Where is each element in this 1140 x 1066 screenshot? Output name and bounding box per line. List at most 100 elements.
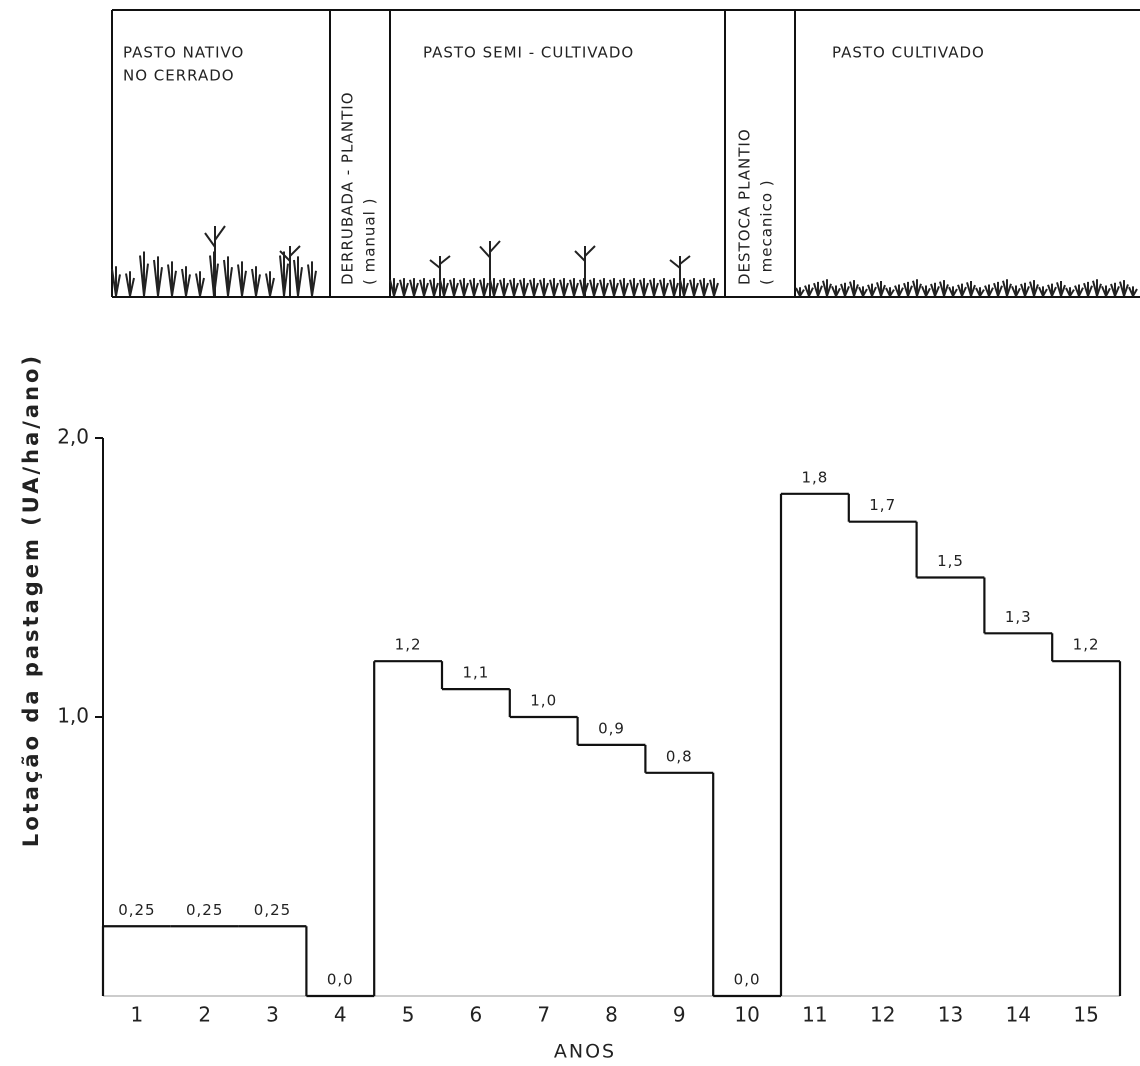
grass [479,278,489,297]
grass [399,278,409,297]
shrub [429,255,451,296]
grass [1038,286,1048,297]
shrub [669,255,691,296]
value-label: 0,8 [666,747,693,765]
grass [930,282,940,297]
grass [885,287,895,297]
grass [699,278,709,297]
value-label: 1,8 [801,468,828,486]
phase-panel [111,9,1140,298]
x-tick-label: 12 [870,1003,895,1027]
x-tick-label: 2 [198,1003,211,1027]
value-label: 0,25 [186,901,223,919]
grass [669,278,679,297]
x-tick-label: 11 [802,1003,827,1027]
grass [1101,285,1111,297]
value-label: 0,0 [734,971,761,989]
grass [499,278,509,297]
grass [125,271,135,297]
grass [966,281,976,297]
grass [867,283,877,297]
grass [619,278,629,297]
y-tick-label: 1,0 [57,704,89,728]
grass [111,266,121,297]
grass [639,278,649,297]
vegetation [111,225,1138,297]
grass [984,284,994,297]
value-label: 1,2 [395,636,422,654]
grass [939,280,949,297]
grass [509,278,519,297]
grass [1128,286,1138,297]
x-axis-title: ANOS [554,1041,616,1063]
grass [1029,280,1039,297]
grass [307,261,317,297]
value-label: 1,3 [1005,608,1032,626]
grass [948,286,958,297]
value-label: 0,0 [327,971,354,989]
grass [251,266,261,297]
grass [293,256,303,297]
grass [957,283,967,297]
x-tick-label: 7 [537,1003,550,1027]
grass [589,278,599,297]
grass [629,278,639,297]
grass [1002,279,1012,297]
grass [804,284,814,297]
grass [1056,281,1066,297]
grass [529,278,539,297]
grass [840,282,850,297]
phase-label: PASTO SEMI - CULTIVADO [423,44,634,62]
grass [822,279,832,297]
grass [459,278,469,297]
grass [539,278,549,297]
grass [429,278,439,297]
grass [599,278,609,297]
grass [903,281,913,297]
phase-label: ( mecanico ) [758,179,776,285]
y-tick-label: 2,0 [57,425,89,449]
x-tick-label: 6 [470,1003,483,1027]
grass [876,281,886,297]
grass [609,278,619,297]
grass [389,278,399,297]
value-label: 0,9 [598,719,625,737]
grass [1065,287,1075,297]
grass [449,278,459,297]
grass [237,261,247,297]
grass [265,271,275,297]
y-axis-title: Lotação da pastagem (UA/ha/ano) [19,353,43,847]
x-tick-label: 5 [402,1003,415,1027]
grass [1047,283,1057,297]
x-tick-label: 10 [734,1003,759,1027]
grass [679,278,689,297]
value-label: 0,25 [118,901,155,919]
grass [858,286,868,297]
grass [1020,282,1030,297]
grass [993,281,1003,297]
grass [831,285,841,297]
grass [709,278,719,297]
phase-label: PASTO NATIVO [123,44,244,62]
phase-label: ( manual ) [361,198,379,285]
x-tick-label: 9 [673,1003,686,1027]
x-tick-label: 3 [266,1003,279,1027]
phase-label: DESTOCA PLANTIO [736,128,754,285]
grass [519,278,529,297]
x-tick-label: 4 [334,1003,347,1027]
grass [849,280,859,297]
grass [469,278,479,297]
x-tick-label: 14 [1006,1003,1031,1027]
grass [912,279,922,297]
value-label: 1,2 [1073,636,1100,654]
value-label: 1,7 [869,496,896,514]
grass [489,278,499,297]
phase-label: PASTO CULTIVADO [832,44,985,62]
shrub [204,225,226,296]
grass [439,278,449,297]
grass [153,256,163,297]
grass [689,278,699,297]
value-label: 1,0 [530,692,557,710]
grass [223,256,233,297]
